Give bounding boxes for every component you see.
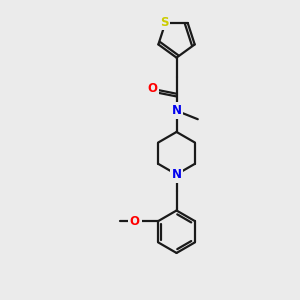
Text: O: O <box>130 214 140 228</box>
Text: N: N <box>172 104 182 117</box>
Text: O: O <box>147 82 157 95</box>
Text: S: S <box>160 16 169 28</box>
Text: N: N <box>172 168 182 181</box>
